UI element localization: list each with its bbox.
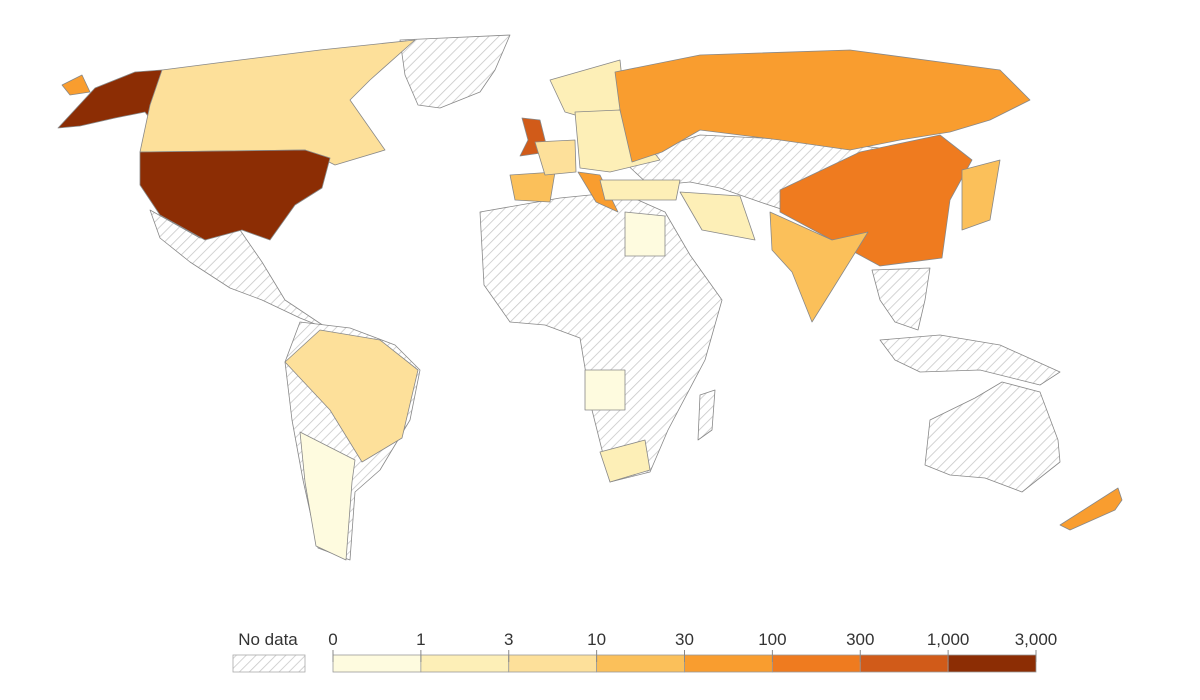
world-map	[57, 34, 1123, 561]
tick-label: 1	[416, 630, 425, 649]
region	[577, 171, 619, 213]
tick-label: 10	[587, 630, 606, 649]
region	[614, 49, 1031, 163]
region	[61, 74, 91, 96]
region	[599, 439, 651, 483]
region	[879, 334, 1061, 386]
region	[697, 389, 716, 441]
legend-bin	[771, 654, 861, 673]
region	[924, 381, 1061, 493]
legend-bin	[420, 654, 510, 673]
tick-label: 100	[758, 630, 786, 649]
tick-label: 3	[504, 630, 513, 649]
no-data-swatch	[232, 654, 306, 673]
legend-bin	[859, 654, 949, 673]
tick-label: 3,000	[1015, 630, 1058, 649]
region	[299, 431, 356, 561]
region	[534, 139, 577, 176]
region	[769, 211, 869, 323]
region	[779, 134, 973, 267]
region	[679, 191, 756, 241]
tick-label: 30	[675, 630, 694, 649]
region	[399, 34, 511, 109]
region	[871, 267, 931, 331]
legend: No data 0 1 3 10 30 100 300 1,000 3,000	[232, 630, 1058, 673]
legend-bin	[947, 654, 1037, 673]
region	[139, 149, 331, 241]
region	[599, 179, 681, 201]
region	[624, 211, 666, 257]
legend-bin	[332, 654, 422, 673]
no-data-label: No data	[238, 630, 298, 649]
region	[509, 171, 556, 203]
region	[284, 329, 419, 463]
tick-label: 1,000	[927, 630, 970, 649]
tick-label: 0	[328, 630, 337, 649]
region	[479, 191, 723, 483]
legend-bin	[596, 654, 685, 673]
region	[584, 369, 626, 411]
tick-label: 300	[846, 630, 874, 649]
region	[961, 159, 1001, 231]
region	[139, 39, 416, 166]
region	[1059, 487, 1123, 531]
legend-bin	[508, 654, 598, 673]
legend-bin	[684, 654, 773, 673]
